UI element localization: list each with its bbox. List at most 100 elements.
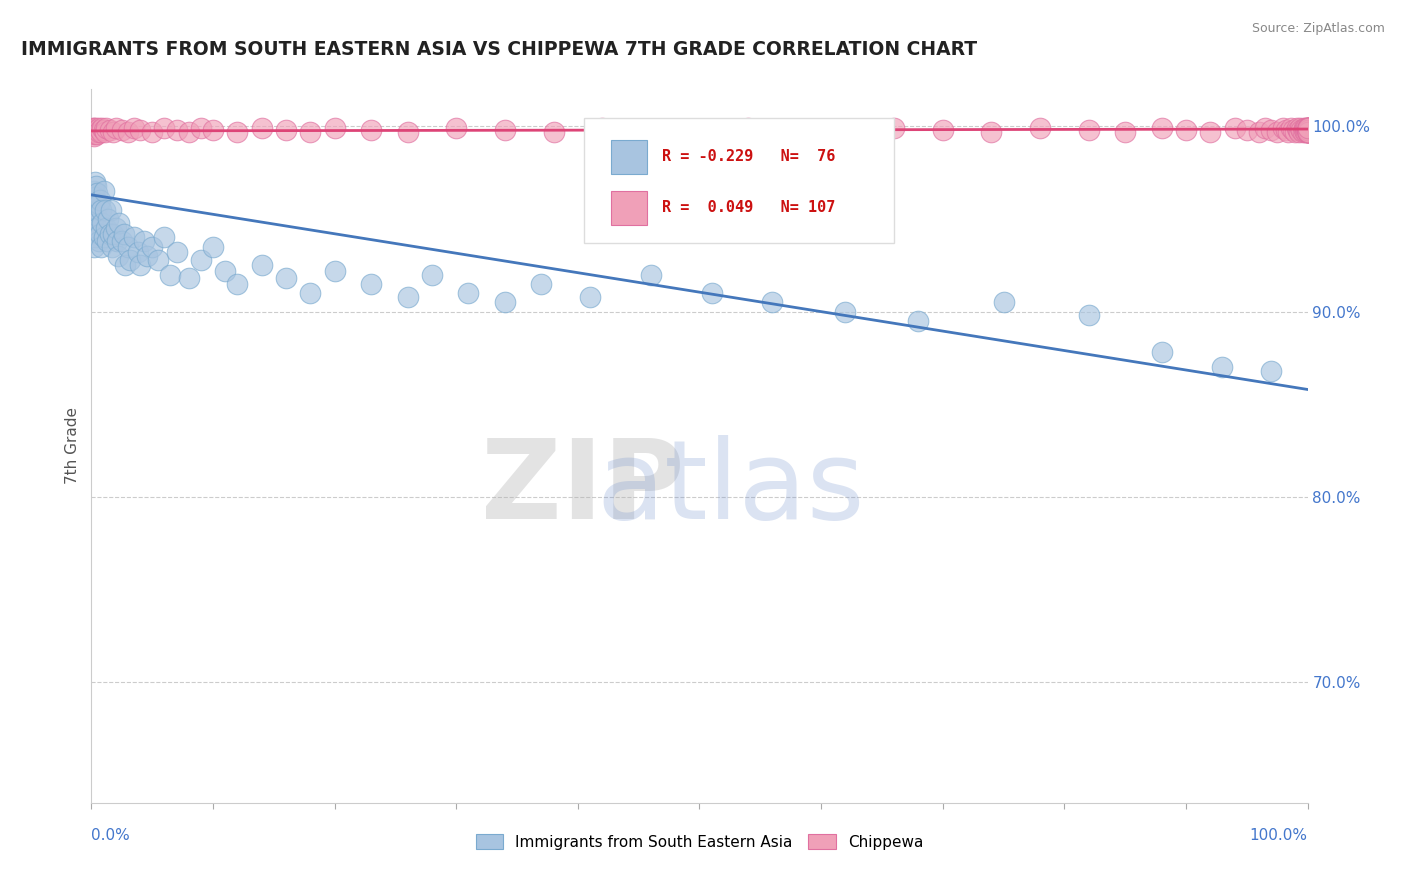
- Point: [1296, 123, 1319, 137]
- Point: [299, 286, 322, 301]
- Text: ZIP: ZIP: [481, 435, 683, 542]
- Point: [883, 121, 905, 136]
- Point: [202, 123, 225, 137]
- Point: [1150, 121, 1173, 136]
- Point: [129, 258, 152, 272]
- Point: [141, 125, 163, 139]
- Point: [1296, 123, 1319, 137]
- Point: [1296, 125, 1319, 139]
- Point: [82, 123, 104, 137]
- Point: [299, 125, 322, 139]
- Point: [1260, 123, 1282, 137]
- Point: [250, 258, 273, 272]
- Point: [105, 234, 128, 248]
- Point: [1294, 121, 1316, 136]
- Point: [1296, 125, 1319, 139]
- Point: [1296, 123, 1319, 137]
- Point: [190, 121, 212, 136]
- Point: [94, 221, 117, 235]
- Point: [834, 125, 856, 139]
- Point: [444, 121, 467, 136]
- Point: [1199, 125, 1222, 139]
- Text: 100.0%: 100.0%: [1250, 828, 1308, 843]
- Point: [1292, 125, 1315, 139]
- Text: R = -0.229   N=  76: R = -0.229 N= 76: [662, 150, 835, 164]
- Point: [1077, 123, 1099, 137]
- Point: [931, 123, 953, 137]
- Point: [159, 268, 181, 282]
- Point: [688, 125, 710, 139]
- Point: [96, 234, 118, 248]
- Point: [543, 125, 565, 139]
- Point: [1296, 121, 1319, 136]
- Point: [84, 175, 107, 189]
- Point: [93, 230, 115, 244]
- Point: [1296, 121, 1319, 136]
- Point: [82, 211, 104, 226]
- Point: [84, 121, 107, 136]
- Point: [83, 240, 105, 254]
- Point: [1289, 121, 1312, 136]
- Point: [84, 125, 107, 139]
- Point: [111, 234, 134, 248]
- Point: [214, 264, 236, 278]
- Legend: Immigrants from South Eastern Asia, Chippewa: Immigrants from South Eastern Asia, Chip…: [470, 828, 929, 855]
- Point: [93, 123, 115, 137]
- Point: [1296, 121, 1319, 136]
- Point: [190, 252, 212, 267]
- Point: [1296, 123, 1319, 137]
- Point: [84, 230, 107, 244]
- Point: [86, 127, 108, 141]
- Point: [323, 121, 346, 136]
- Point: [90, 125, 112, 139]
- Point: [1296, 121, 1319, 136]
- Point: [907, 314, 929, 328]
- Point: [104, 121, 127, 136]
- Point: [153, 121, 176, 136]
- Point: [129, 123, 152, 137]
- Point: [1296, 123, 1319, 137]
- Point: [83, 221, 105, 235]
- Point: [1285, 121, 1308, 136]
- Point: [84, 190, 107, 204]
- Point: [1175, 123, 1198, 137]
- Point: [120, 252, 142, 267]
- Point: [94, 125, 117, 139]
- Point: [1150, 345, 1173, 359]
- Point: [1288, 125, 1310, 139]
- Point: [1296, 123, 1319, 137]
- Point: [1077, 309, 1099, 323]
- FancyBboxPatch shape: [583, 118, 894, 243]
- Point: [82, 194, 104, 208]
- Point: [1296, 121, 1319, 136]
- Point: [1296, 125, 1319, 139]
- Point: [1296, 125, 1319, 139]
- Point: [136, 249, 159, 263]
- Point: [127, 245, 149, 260]
- Point: [84, 178, 107, 193]
- Point: [98, 227, 121, 241]
- Point: [1296, 125, 1319, 139]
- Point: [122, 121, 145, 136]
- Point: [104, 221, 127, 235]
- Point: [83, 197, 105, 211]
- Point: [89, 123, 111, 137]
- Point: [101, 240, 124, 254]
- Point: [457, 286, 479, 301]
- Point: [1029, 121, 1052, 136]
- Point: [82, 202, 104, 217]
- Point: [111, 123, 134, 137]
- Point: [114, 258, 136, 272]
- Point: [202, 240, 225, 254]
- FancyBboxPatch shape: [610, 140, 647, 174]
- Point: [1296, 121, 1319, 136]
- Point: [993, 295, 1015, 310]
- Text: 0.0%: 0.0%: [91, 828, 131, 843]
- Point: [494, 123, 516, 137]
- Point: [1282, 123, 1305, 137]
- Point: [1260, 364, 1282, 378]
- Point: [1296, 125, 1319, 139]
- Point: [1272, 121, 1295, 136]
- Point: [87, 125, 110, 139]
- Text: IMMIGRANTS FROM SOUTH EASTERN ASIA VS CHIPPEWA 7TH GRADE CORRELATION CHART: IMMIGRANTS FROM SOUTH EASTERN ASIA VS CH…: [21, 40, 977, 59]
